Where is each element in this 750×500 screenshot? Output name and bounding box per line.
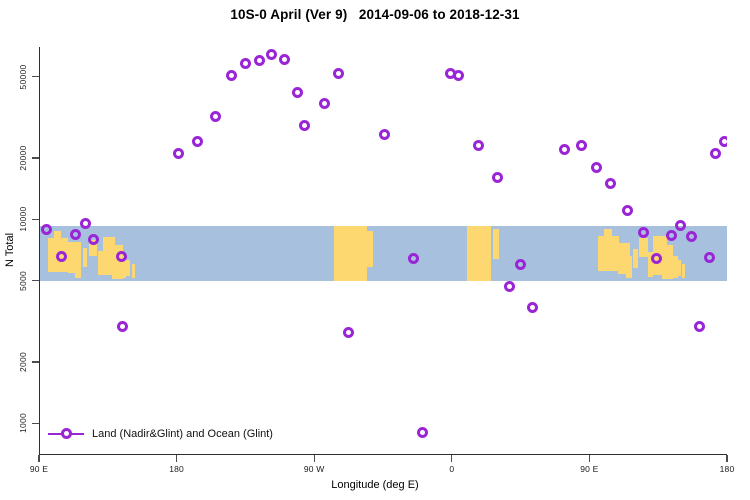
legend-label: Land (Nadir&Glint) and Ocean (Glint) bbox=[92, 427, 273, 440]
data-point-marker bbox=[266, 49, 278, 61]
x-axis-label: Longitude (deg E) bbox=[331, 479, 419, 491]
x-tick-mark bbox=[38, 455, 40, 462]
y-tick-mark bbox=[32, 76, 39, 78]
land-patch bbox=[604, 228, 612, 254]
data-point-marker bbox=[604, 177, 616, 189]
data-point-marker bbox=[452, 69, 464, 81]
x-tick-label: 180 bbox=[169, 464, 184, 474]
data-point-marker bbox=[318, 97, 330, 109]
land-patch bbox=[648, 252, 654, 277]
y-tick-label: 20000 bbox=[18, 145, 28, 171]
y-tick-label: 1000 bbox=[18, 413, 28, 434]
data-point-marker bbox=[651, 253, 663, 265]
data-point-marker bbox=[253, 55, 265, 67]
y-tick-mark bbox=[32, 422, 39, 425]
land-patch bbox=[633, 248, 638, 269]
y-tick-mark bbox=[32, 280, 39, 282]
data-point-marker bbox=[492, 172, 504, 184]
land-patch bbox=[625, 256, 632, 279]
land-patch bbox=[682, 264, 686, 279]
data-point-marker bbox=[115, 250, 127, 262]
data-point-marker bbox=[343, 326, 355, 338]
data-point-marker bbox=[117, 320, 129, 332]
data-point-marker bbox=[292, 86, 304, 98]
y-tick-mark bbox=[32, 361, 39, 363]
data-point-marker bbox=[526, 301, 538, 313]
data-point-marker bbox=[279, 53, 291, 65]
x-tick-mark bbox=[588, 455, 591, 462]
x-tick-label: 0 bbox=[449, 464, 455, 474]
y-tick-label: 10000 bbox=[18, 206, 28, 232]
chart-title: 10S-0 April (Ver 9) 2014-09-06 to 2018-1… bbox=[230, 7, 520, 22]
y-tick-label: 5000 bbox=[18, 270, 28, 291]
data-point-marker bbox=[694, 320, 706, 332]
x-tick-label: 90 E bbox=[29, 464, 49, 474]
data-point-marker bbox=[88, 233, 99, 245]
x-tick-mark bbox=[313, 455, 315, 462]
land-patch bbox=[669, 256, 678, 279]
x-tick-mark bbox=[175, 455, 178, 462]
data-point-marker bbox=[591, 161, 602, 173]
land-patch bbox=[98, 250, 103, 276]
data-point-marker bbox=[226, 69, 238, 81]
land-patch bbox=[88, 239, 97, 257]
data-point-marker bbox=[70, 229, 82, 241]
x-tick-label: 90 E bbox=[580, 464, 599, 474]
y-tick-label: 50000 bbox=[18, 64, 28, 90]
land-patch bbox=[102, 236, 115, 276]
x-tick-mark bbox=[451, 455, 453, 462]
land-patch bbox=[119, 256, 126, 279]
data-point-marker bbox=[473, 140, 485, 152]
plot-area bbox=[39, 47, 727, 455]
data-point-marker bbox=[240, 58, 252, 70]
land-patch bbox=[75, 256, 82, 279]
data-point-marker bbox=[191, 136, 203, 148]
data-point-marker bbox=[416, 427, 428, 439]
data-point-marker bbox=[298, 119, 310, 131]
data-point-marker bbox=[41, 224, 53, 236]
data-point-marker bbox=[709, 148, 721, 160]
data-point-marker bbox=[576, 140, 588, 152]
y-tick-mark bbox=[32, 218, 39, 221]
data-point-marker bbox=[558, 144, 570, 156]
y-tick-label: 2000 bbox=[18, 351, 28, 373]
data-point-marker bbox=[675, 220, 687, 232]
data-point-marker bbox=[379, 129, 391, 141]
data-point-marker bbox=[503, 280, 515, 292]
land-patch bbox=[125, 259, 131, 277]
land-patch bbox=[53, 231, 62, 254]
data-point-marker bbox=[172, 148, 184, 160]
data-point-marker bbox=[704, 252, 716, 264]
data-point-marker bbox=[515, 259, 527, 271]
x-tick-mark bbox=[726, 455, 728, 462]
data-point-marker bbox=[79, 218, 91, 230]
land-patch bbox=[131, 264, 135, 279]
land-patch bbox=[662, 245, 673, 280]
land-patch bbox=[598, 235, 620, 272]
data-point-marker bbox=[637, 227, 649, 239]
data-point-marker bbox=[685, 231, 697, 243]
data-point-marker bbox=[332, 67, 344, 79]
y-axis-label: N Total bbox=[4, 232, 16, 268]
land-patch bbox=[466, 225, 491, 281]
land-patch bbox=[111, 245, 123, 280]
data-point-marker bbox=[718, 136, 727, 148]
legend-marker-icon bbox=[46, 427, 86, 440]
land-patch bbox=[82, 247, 88, 268]
data-point-marker bbox=[621, 205, 633, 217]
land-patch bbox=[639, 237, 649, 258]
x-tick-label: 90 W bbox=[303, 464, 325, 474]
data-point-marker bbox=[408, 253, 420, 265]
data-point-marker bbox=[665, 230, 677, 242]
x-tick-label: 180 bbox=[719, 464, 735, 474]
land-patch bbox=[492, 228, 499, 259]
land-patch bbox=[359, 231, 374, 268]
data-point-marker bbox=[55, 250, 67, 262]
land-patch bbox=[676, 259, 681, 277]
data-point-marker bbox=[210, 110, 222, 122]
chart-legend[interactable]: Land (Nadir&Glint) and Ocean (Glint) bbox=[44, 425, 277, 442]
y-tick-mark bbox=[32, 157, 39, 159]
